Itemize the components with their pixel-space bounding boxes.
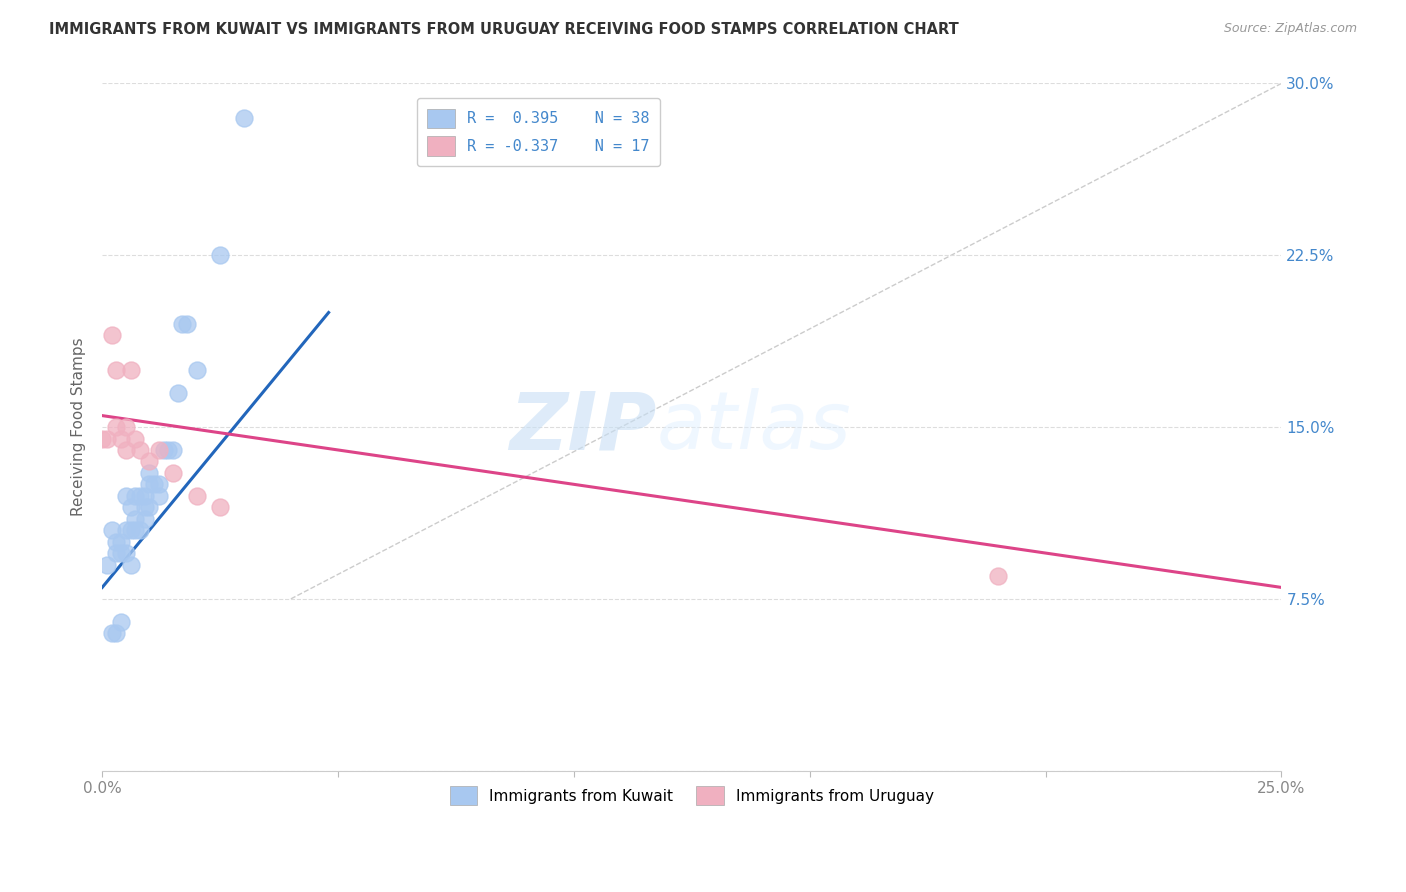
Point: [105, 626, 128, 640]
Point: [110, 534, 132, 549]
Point: [114, 546, 136, 560]
Point: [209, 500, 232, 515]
Point: [114, 523, 136, 537]
Point: [209, 248, 232, 262]
Point: [138, 454, 160, 468]
Point: [232, 111, 254, 125]
Text: ZIP: ZIP: [509, 388, 657, 466]
Y-axis label: Receiving Food Stamps: Receiving Food Stamps: [72, 338, 86, 516]
Point: [172, 317, 194, 331]
Point: [143, 477, 166, 491]
Point: [96, 558, 118, 572]
Point: [105, 534, 128, 549]
Point: [186, 363, 208, 377]
Point: [114, 420, 136, 434]
Point: [148, 489, 170, 503]
Point: [110, 546, 132, 560]
Point: [124, 523, 146, 537]
Point: [162, 442, 184, 457]
Point: [148, 477, 170, 491]
Point: [138, 477, 160, 491]
Point: [124, 432, 146, 446]
Point: [138, 500, 160, 515]
Point: [134, 511, 156, 525]
Legend: Immigrants from Kuwait, Immigrants from Uruguay: Immigrants from Kuwait, Immigrants from …: [440, 777, 943, 814]
Point: [134, 500, 156, 515]
Point: [162, 466, 184, 480]
Point: [129, 442, 152, 457]
Point: [129, 523, 152, 537]
Point: [105, 363, 128, 377]
Point: [124, 511, 146, 525]
Text: Source: ZipAtlas.com: Source: ZipAtlas.com: [1223, 22, 1357, 36]
Point: [166, 385, 188, 400]
Point: [105, 546, 128, 560]
Point: [120, 523, 142, 537]
Point: [96, 432, 118, 446]
Point: [120, 558, 142, 572]
Point: [110, 615, 132, 629]
Point: [91, 432, 114, 446]
Text: atlas: atlas: [657, 388, 851, 466]
Point: [110, 432, 132, 446]
Point: [134, 489, 156, 503]
Point: [114, 489, 136, 503]
Point: [100, 328, 122, 343]
Point: [129, 489, 152, 503]
Point: [100, 523, 122, 537]
Point: [157, 442, 180, 457]
Point: [987, 569, 1010, 583]
Point: [105, 420, 128, 434]
Point: [176, 317, 198, 331]
Point: [138, 466, 160, 480]
Point: [186, 489, 208, 503]
Point: [124, 489, 146, 503]
Point: [114, 442, 136, 457]
Point: [148, 442, 170, 457]
Text: IMMIGRANTS FROM KUWAIT VS IMMIGRANTS FROM URUGUAY RECEIVING FOOD STAMPS CORRELAT: IMMIGRANTS FROM KUWAIT VS IMMIGRANTS FRO…: [49, 22, 959, 37]
Point: [152, 442, 174, 457]
Point: [120, 500, 142, 515]
Point: [120, 363, 142, 377]
Point: [100, 626, 122, 640]
